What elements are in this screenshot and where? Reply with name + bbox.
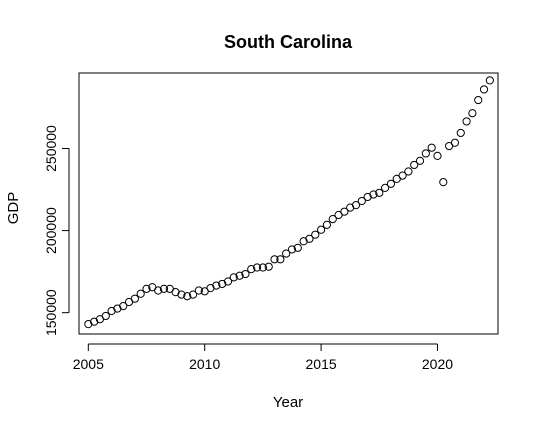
data-point: [486, 77, 493, 84]
data-point: [323, 221, 330, 228]
data-point: [416, 157, 423, 164]
x-axis: 2005 2010 2015 2020: [73, 344, 454, 372]
x-tick-label: 2020: [422, 356, 453, 372]
x-tick-label: 2010: [189, 356, 220, 372]
data-point: [451, 139, 458, 146]
data-point: [405, 168, 412, 175]
x-axis-label: Year: [273, 394, 303, 411]
data-points: [85, 77, 494, 328]
data-point: [480, 86, 487, 93]
data-point: [434, 152, 441, 159]
data-point: [469, 110, 476, 117]
x-tick-label: 2005: [73, 356, 104, 372]
chart-title: South Carolina: [224, 32, 353, 52]
y-tick-label: 250000: [43, 125, 59, 172]
data-point: [463, 118, 470, 125]
data-point: [422, 150, 429, 157]
data-point: [440, 179, 447, 186]
x-tick-label: 2015: [306, 356, 337, 372]
data-point: [428, 144, 435, 151]
y-tick-label: 200000: [43, 207, 59, 254]
y-axis-label: GDP: [5, 192, 22, 225]
y-axis: 150000 200000 250000: [43, 125, 69, 336]
data-point: [475, 96, 482, 103]
y-tick-label: 150000: [43, 289, 59, 336]
data-point: [457, 129, 464, 136]
plot-frame: [79, 73, 498, 334]
